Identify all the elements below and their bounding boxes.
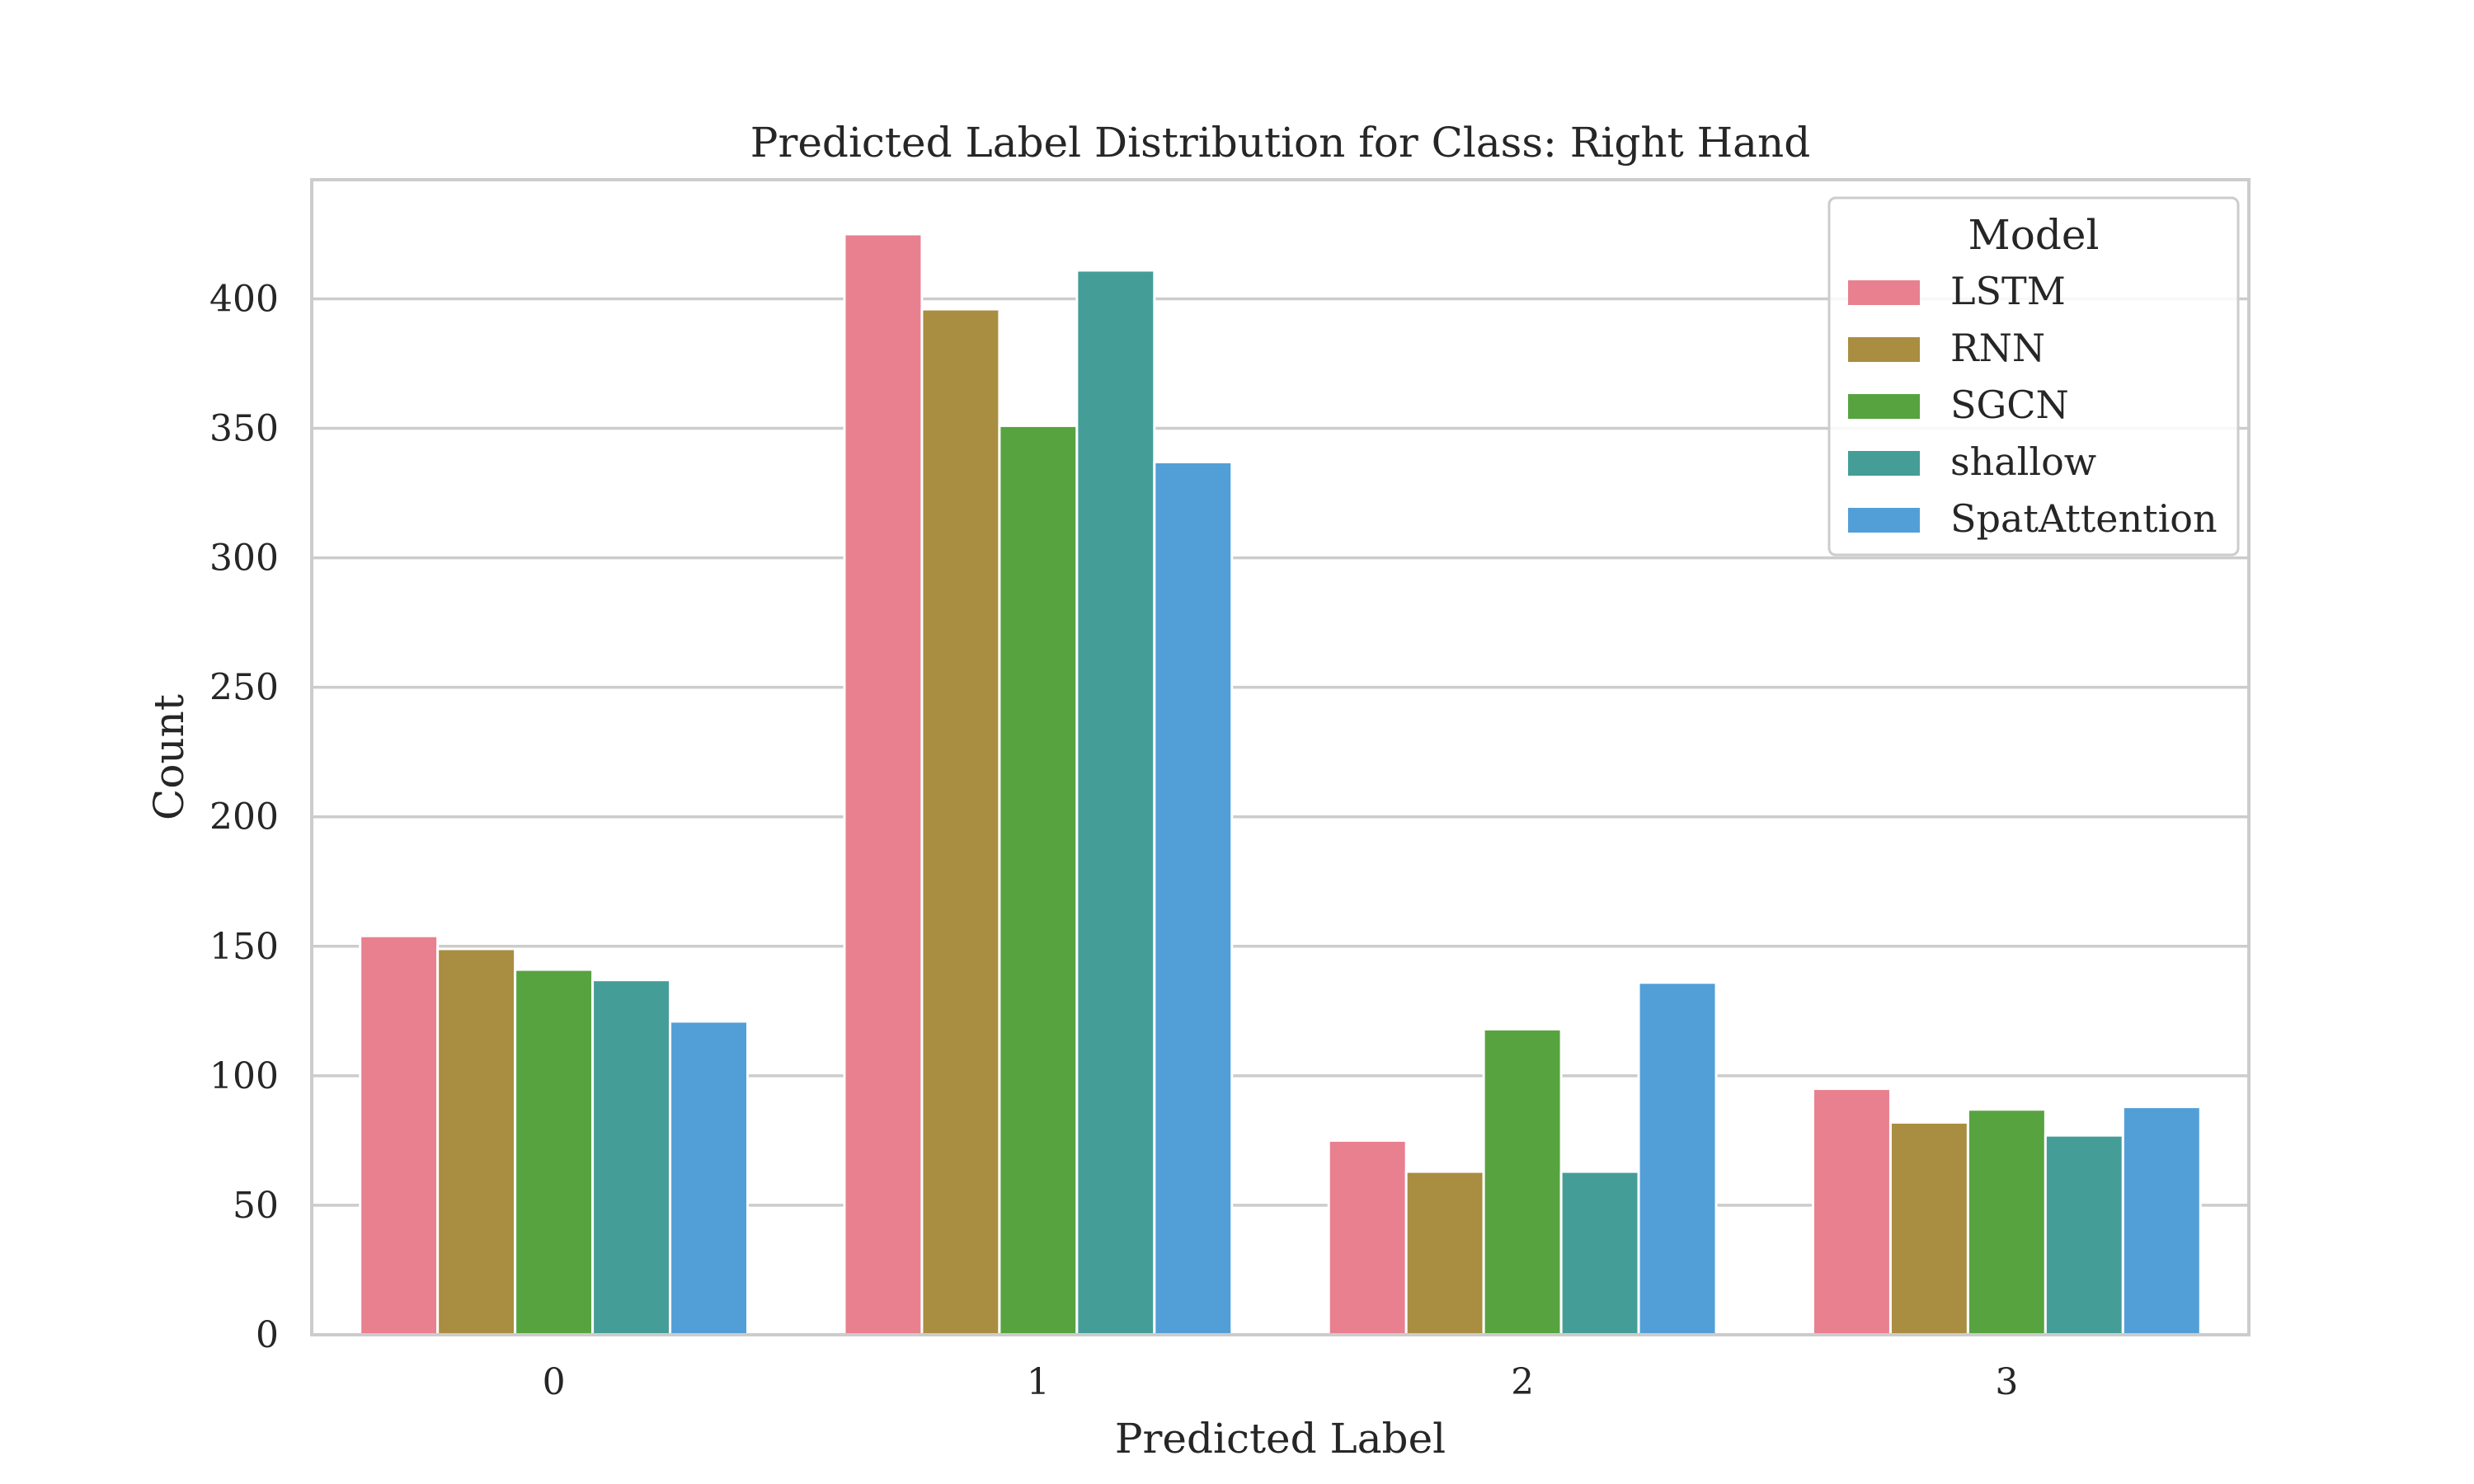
y-tick-label: 0 (256, 1314, 279, 1356)
bar-spatattention-2 (1637, 981, 1718, 1336)
bar-shallow-3 (2044, 1134, 2124, 1336)
y-tick-label: 50 (233, 1185, 279, 1227)
bar-shallow-0 (591, 979, 672, 1336)
bar-spatattention-0 (669, 1020, 750, 1336)
bar-sgcn-3 (1966, 1108, 2047, 1336)
bar-rnn-0 (436, 947, 517, 1336)
legend-items: LSTM RNN SGCN shallow SpatAttention (1848, 269, 2218, 541)
bar-lstm-0 (359, 934, 440, 1336)
bar-lstm-3 (1811, 1087, 1892, 1336)
x-tick-label: 0 (543, 1361, 566, 1403)
y-axis-label: Count (145, 694, 193, 820)
bar-shallow-1 (1075, 269, 1156, 1336)
legend-label-rnn: RNN (1950, 326, 2045, 370)
bar-sgcn-0 (514, 968, 595, 1336)
legend: Model LSTM RNN SGCN shallow SpatAttention (1827, 196, 2240, 556)
x-tick-labels: 0 1 2 3 (543, 1361, 2019, 1403)
y-tick-labels: 0 50 100 150 200 250 300 350 400 (209, 278, 279, 1356)
legend-label-shallow: shallow (1950, 439, 2096, 484)
legend-label-spatattention: SpatAttention (1950, 496, 2218, 541)
legend-swatch-lstm (1848, 280, 1920, 305)
bar-rnn-3 (1888, 1120, 1969, 1336)
x-tick-label: 1 (1027, 1361, 1050, 1403)
legend-swatch-sgcn (1848, 394, 1920, 419)
bar-rnn-1 (920, 308, 1001, 1336)
legend-swatch-rnn (1848, 337, 1920, 362)
y-tick-label: 400 (209, 278, 279, 320)
legend-label-lstm: LSTM (1950, 269, 2066, 313)
x-axis-label: Predicted Label (1115, 1415, 1446, 1463)
y-tick-label: 350 (209, 408, 279, 450)
y-tick-label: 100 (209, 1055, 279, 1097)
bar-spatattention-1 (1153, 460, 1234, 1336)
y-tick-label: 300 (209, 538, 279, 580)
bar-spatattention-3 (2121, 1106, 2202, 1336)
plot-frame (310, 178, 2251, 1336)
bar-rnn-2 (1404, 1170, 1485, 1336)
bar-lstm-1 (843, 232, 924, 1336)
bar-sgcn-2 (1482, 1027, 1563, 1336)
y-tick-label: 200 (209, 796, 279, 838)
bar-shallow-2 (1559, 1170, 1640, 1336)
bars (359, 232, 2202, 1336)
legend-swatch-spatattention (1848, 508, 1920, 533)
legend-label-sgcn: SGCN (1950, 383, 2069, 427)
legend-swatch-shallow (1848, 451, 1920, 476)
x-tick-label: 3 (1995, 1361, 2018, 1403)
legend-title: Model (1968, 211, 2100, 259)
y-tick-label: 150 (209, 926, 279, 968)
x-tick-label: 2 (1511, 1361, 1534, 1403)
legend-box (1827, 196, 2240, 556)
bar-lstm-2 (1327, 1139, 1408, 1336)
y-tick-label: 250 (209, 667, 279, 709)
bar-sgcn-1 (998, 424, 1079, 1336)
chart-title: Predicted Label Distribution for Class: … (750, 119, 1810, 167)
